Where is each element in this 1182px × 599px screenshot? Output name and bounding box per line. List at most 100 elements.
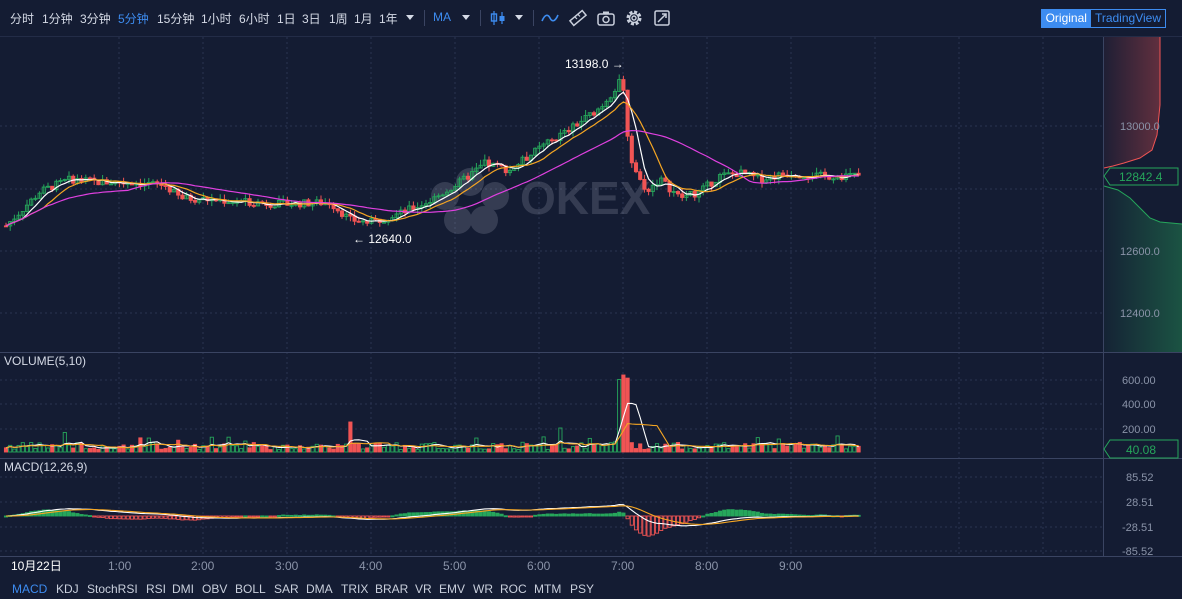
macd-histogram-bar — [575, 513, 580, 517]
volume-bar — [302, 448, 307, 453]
candle-body — [58, 179, 63, 182]
volume-bar — [545, 448, 550, 453]
indicator-tab-dmi[interactable]: DMI — [172, 582, 194, 596]
volume-bar — [381, 446, 387, 453]
macd-histogram-bar — [272, 515, 277, 518]
volume-bar — [705, 444, 710, 453]
interval-1day[interactable]: 1日 — [277, 12, 296, 26]
volume-bar — [365, 447, 370, 453]
candle-body — [537, 145, 542, 149]
indicator-tab-dma[interactable]: DMA — [306, 582, 333, 596]
time-axis-label: 2:00 — [191, 559, 215, 573]
macd-histogram-bar — [499, 513, 504, 517]
volume-bar — [234, 445, 240, 453]
indicator-tab-stochrsi[interactable]: StochRSI — [87, 582, 138, 596]
macd-histogram-bar — [306, 514, 311, 517]
macd-histogram-bar — [100, 515, 105, 519]
volume-bar — [423, 443, 429, 453]
indicator-tab-brar[interactable]: BRAR — [375, 582, 409, 596]
fullscreen-icon[interactable] — [652, 8, 672, 28]
volume-bar — [562, 447, 567, 453]
volume-bar — [486, 448, 492, 453]
indicator-tab-roc[interactable]: ROC — [500, 582, 527, 596]
indicator-tab-boll[interactable]: BOLL — [235, 582, 266, 596]
candle-body — [566, 129, 571, 133]
tradingview-view-button[interactable]: TradingView — [1094, 11, 1161, 25]
indicator-tab-psy[interactable]: PSY — [570, 582, 595, 596]
macd-histogram-bar — [491, 511, 496, 517]
volume-bar — [684, 444, 689, 453]
interval-1month[interactable]: 1月 — [354, 12, 373, 26]
volume-bar — [814, 444, 819, 453]
indicator-ma-button[interactable]: MA — [433, 10, 451, 24]
kline-chart[interactable]: OKEX 13000.0 12600.0 12400.0 12842.4 131… — [0, 0, 1182, 578]
camera-icon[interactable] — [596, 8, 616, 28]
macd-histogram-bar — [323, 514, 328, 517]
indicator-tab-mtm[interactable]: MTM — [534, 582, 562, 596]
time-axis-label: 5:00 — [443, 559, 467, 573]
indicator-tab-wr[interactable]: WR — [473, 582, 493, 596]
volume-bar — [801, 447, 807, 453]
watermark-text: OKEX — [520, 172, 651, 224]
macd-histogram-bar — [722, 509, 727, 517]
candle-body — [780, 172, 786, 176]
candle-body — [663, 177, 668, 182]
interval-3day[interactable]: 3日 — [302, 12, 321, 26]
macd-histogram-bar — [705, 513, 710, 517]
candle-body — [3, 225, 9, 228]
volume-bar — [444, 448, 450, 453]
volume-bar — [680, 448, 685, 453]
volume-bar — [856, 445, 861, 453]
interval-1hour[interactable]: 1小时 — [201, 12, 232, 26]
interval-6hour[interactable]: 6小时 — [239, 12, 270, 26]
candle-body — [533, 147, 538, 156]
interval-5min[interactable]: 5分钟 — [118, 12, 149, 26]
volume-bar — [843, 448, 849, 453]
macd-histogram-bar — [596, 513, 601, 517]
candle-body — [289, 204, 294, 207]
volume-bar — [37, 442, 42, 453]
chevron-down-icon[interactable] — [406, 15, 414, 20]
indicator-tab-obv[interactable]: OBV — [202, 582, 228, 596]
indicator-tab-trix[interactable]: TRIX — [341, 582, 369, 596]
macd-histogram-bar — [113, 515, 118, 520]
interval-1year[interactable]: 1年 — [379, 12, 398, 26]
interval-1min[interactable]: 1分钟 — [42, 12, 73, 26]
volume-bar — [24, 446, 30, 453]
original-view-button[interactable]: Original — [1041, 10, 1091, 27]
indicator-tab-kdj[interactable]: KDJ — [56, 582, 79, 596]
indicator-tab-vr[interactable]: VR — [415, 582, 432, 596]
line-tool-icon[interactable] — [540, 8, 560, 28]
interval-timeline[interactable]: 分时 — [10, 12, 35, 26]
volume-bar — [297, 445, 303, 453]
ruler-icon[interactable] — [568, 8, 588, 28]
interval-15min[interactable]: 15分钟 — [157, 12, 195, 26]
volume-bar — [449, 448, 454, 453]
indicator-tab-macd[interactable]: MACD — [12, 582, 48, 596]
macd-histogram-bar — [486, 511, 492, 517]
volume-bar — [289, 448, 294, 453]
chevron-down-icon[interactable] — [515, 15, 523, 20]
volume-bar — [87, 448, 93, 453]
candle-type-icon[interactable] — [488, 8, 508, 28]
macd-histogram-bar — [776, 513, 781, 517]
volume-bar — [730, 445, 735, 453]
macd-histogram-bar — [50, 510, 55, 517]
indicator-tab-emv[interactable]: EMV — [439, 582, 466, 596]
volume-bar — [596, 443, 601, 453]
volume-bar — [167, 446, 172, 453]
volume-panel-title: VOLUME(5,10) — [4, 354, 86, 368]
gear-icon[interactable] — [624, 8, 644, 28]
chevron-down-icon[interactable] — [462, 15, 470, 20]
interval-3min[interactable]: 3分钟 — [80, 12, 111, 26]
volume-ma-lines — [5, 402, 859, 449]
volume-bar — [407, 447, 412, 453]
price-axis-label: 12600.0 — [1120, 246, 1160, 258]
volume-bar — [180, 446, 185, 453]
indicator-tab-sar[interactable]: SAR — [274, 582, 299, 596]
interval-1week[interactable]: 1周 — [329, 12, 348, 26]
time-axis-label: 9:00 — [779, 559, 803, 573]
macd-histogram-bar — [650, 515, 655, 536]
candle-body — [848, 173, 853, 175]
indicator-tab-rsi[interactable]: RSI — [146, 582, 167, 596]
